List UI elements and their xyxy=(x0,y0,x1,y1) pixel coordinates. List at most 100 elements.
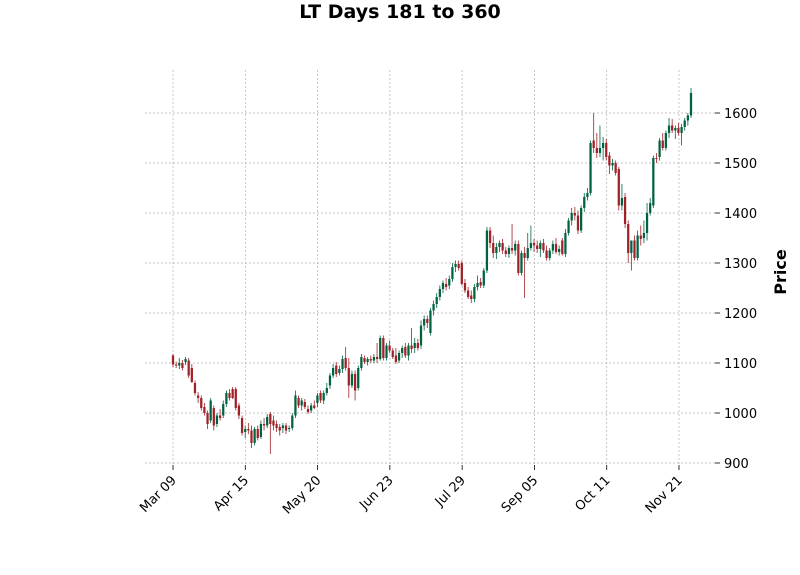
candle-body xyxy=(573,213,576,216)
candle-up xyxy=(529,225,533,251)
candle-up xyxy=(579,205,583,233)
candle-down xyxy=(677,123,680,136)
candle-up xyxy=(674,125,677,139)
candle-down xyxy=(297,395,300,408)
candle-body xyxy=(595,148,598,153)
candle-body xyxy=(322,393,325,401)
candle-body xyxy=(335,365,338,374)
candle-up xyxy=(601,137,605,161)
candle-up xyxy=(485,227,489,273)
candle-up xyxy=(294,390,297,418)
candle-body xyxy=(203,407,206,413)
candle-down xyxy=(262,418,266,431)
candle-body xyxy=(372,357,376,361)
y-tick-label: 1000 xyxy=(724,407,757,422)
candle-up xyxy=(244,425,247,438)
candle-body xyxy=(288,428,291,429)
candle-up xyxy=(451,263,454,282)
candle-body xyxy=(438,289,441,297)
candle-body xyxy=(187,360,190,376)
candle-up xyxy=(253,427,256,446)
candle-down xyxy=(391,348,394,359)
candle-up xyxy=(686,113,689,126)
candle-body xyxy=(689,93,693,116)
candle-down xyxy=(250,425,253,448)
candle-body xyxy=(275,424,278,428)
candle-body xyxy=(284,425,288,431)
candle-up xyxy=(259,420,263,439)
candle-body xyxy=(661,140,664,148)
candle-down xyxy=(175,361,178,368)
candle-down xyxy=(661,133,664,151)
candle-up xyxy=(636,230,639,261)
candle-up xyxy=(476,275,479,291)
candle-up xyxy=(598,125,602,157)
y-tick-label: 1100 xyxy=(724,357,757,372)
candle-body xyxy=(225,393,228,404)
candle-up xyxy=(222,400,225,418)
x-tick-label: Oct 11 xyxy=(572,473,613,514)
candle-body xyxy=(488,230,492,243)
candle-up xyxy=(209,398,212,423)
candle-down xyxy=(247,423,250,434)
candle-body xyxy=(300,400,303,406)
candle-body xyxy=(291,415,294,428)
candle-body xyxy=(570,213,573,221)
candle-down xyxy=(203,403,206,416)
candle-down xyxy=(256,425,259,441)
candle-body xyxy=(677,128,680,133)
candle-body xyxy=(247,429,250,431)
candle-up xyxy=(350,370,354,388)
candle-up xyxy=(281,423,285,433)
candle-body xyxy=(350,374,354,386)
candle-down xyxy=(523,247,526,298)
candle-body xyxy=(498,243,501,247)
candle-up xyxy=(586,188,589,201)
candle-body xyxy=(649,203,652,213)
candle-up xyxy=(366,357,369,366)
candle-body xyxy=(228,393,231,398)
candle-down xyxy=(655,153,658,163)
candle-body xyxy=(253,429,256,443)
candle-body xyxy=(683,120,686,127)
candle-down xyxy=(275,420,278,432)
candle-body xyxy=(413,343,416,348)
candle-down xyxy=(347,358,350,398)
candle-body xyxy=(539,243,542,249)
x-tick-label: Jul 29 xyxy=(432,473,469,510)
candle-body xyxy=(674,128,677,131)
candle-down xyxy=(306,405,310,414)
candle-down xyxy=(627,220,630,263)
candle-up xyxy=(225,390,228,407)
candle-down xyxy=(470,290,473,303)
candle-up xyxy=(419,320,423,349)
candle-body xyxy=(482,270,485,286)
candle-up xyxy=(178,358,181,369)
candle-body xyxy=(592,140,595,148)
candle-up xyxy=(664,130,668,151)
candle-up xyxy=(514,240,517,256)
candle-up xyxy=(689,88,693,118)
candle-body xyxy=(244,429,247,432)
candle-down xyxy=(187,358,190,378)
candle-down xyxy=(369,355,372,363)
candle-down xyxy=(196,392,200,403)
candle-body xyxy=(281,425,285,428)
candle-down xyxy=(231,387,234,399)
candle-down xyxy=(605,139,608,161)
candle-down xyxy=(171,354,175,367)
candle-body xyxy=(193,383,197,393)
candle-down xyxy=(212,405,215,431)
candle-down xyxy=(617,167,620,211)
candle-body xyxy=(353,374,357,391)
candles xyxy=(171,88,693,454)
candle-up xyxy=(526,233,529,261)
candle-down xyxy=(561,238,564,256)
candle-body xyxy=(256,429,259,438)
candle-down xyxy=(457,260,460,271)
candle-down xyxy=(218,409,222,421)
y-tick-label: 900 xyxy=(724,457,749,472)
candle-down xyxy=(410,328,413,353)
candle-body xyxy=(388,345,391,351)
candle-up xyxy=(558,245,561,256)
